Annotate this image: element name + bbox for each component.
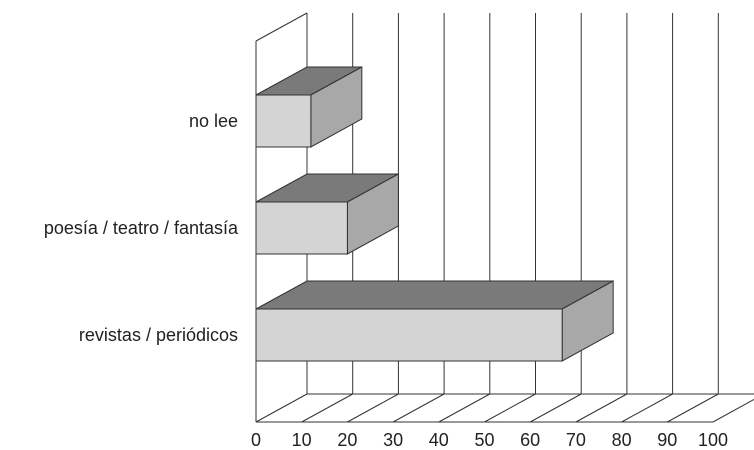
chart-floor [256,393,754,423]
floor-gridline [347,393,399,423]
x-tick-label: 100 [698,430,728,450]
floor-gridline [712,398,754,423]
bar-top-face [255,280,614,310]
bar [255,173,399,255]
category-label: no lee [189,111,238,131]
x-tick-label: 10 [292,430,312,450]
category-labels: revistas / periódicos poesía / teatro / f… [44,111,239,345]
floor-gridline [621,393,673,423]
x-tick-label: 60 [520,430,540,450]
bar [255,66,363,148]
floor-gridline [575,393,628,423]
x-tick-label: 90 [657,430,677,450]
floor-gridline [392,393,445,423]
floor-gridline [438,393,491,423]
x-tick-label: 0 [251,430,261,450]
bar [255,280,614,362]
bar-front-face [255,308,563,362]
x-tick-labels: 0 10 20 30 40 50 60 70 80 90 100 [251,430,728,450]
category-label: revistas / periódicos [79,325,238,345]
floor-gridline [667,393,719,423]
x-tick-label: 20 [337,430,357,450]
floor-gridline [255,393,308,423]
floor-gridline [484,393,536,423]
x-tick-label: 30 [383,430,403,450]
bar-front-face [255,94,312,148]
floor-gridline [529,393,582,423]
x-tick-label: 70 [566,430,586,450]
x-tick-label: 50 [474,430,494,450]
bar-front-face [255,201,348,255]
category-label: poesía / teatro / fantasía [44,218,239,238]
bars [255,66,614,362]
floor-gridline [301,393,353,423]
x-tick-label: 80 [612,430,632,450]
left-wall-top-edge [255,12,308,42]
x-tick-label: 40 [429,430,449,450]
